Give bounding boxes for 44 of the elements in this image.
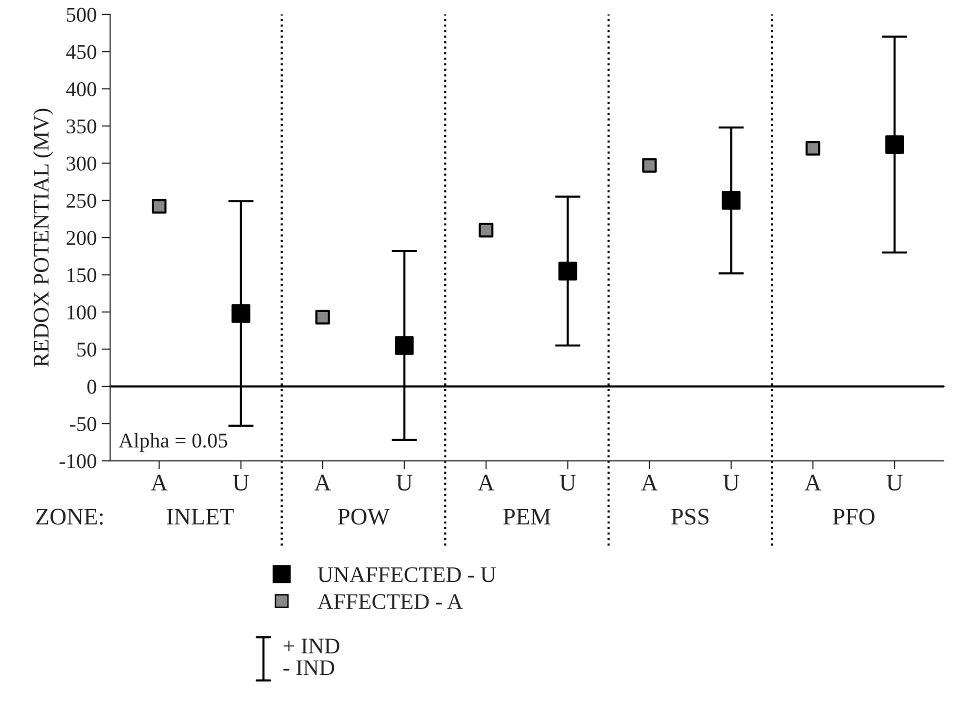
legend-label: AFFECTED - A — [317, 594, 463, 610]
x-tick-label: U — [232, 474, 249, 491]
legend-label: UNAFFECTED - U — [318, 567, 496, 582]
point — [885, 135, 904, 154]
x-tick-label: A — [478, 474, 494, 490]
y-tick-label: 100 — [68, 305, 96, 320]
x-tick-label: A — [150, 474, 168, 490]
y-tick-label: 250 — [66, 194, 96, 208]
x-tick-label: A — [804, 474, 822, 490]
y-tick-label: 200 — [66, 230, 96, 246]
x-tick-label: U — [560, 474, 576, 491]
point — [722, 191, 741, 210]
y-tick-label: 0 — [87, 380, 96, 394]
point — [394, 336, 414, 355]
point — [478, 222, 494, 238]
y-tick-label: -50 — [70, 416, 96, 432]
y-tick-label: 500 — [66, 8, 96, 22]
y-tick-label: 300 — [66, 156, 96, 171]
x-tick-label: U — [396, 474, 412, 491]
x-axis-title: ZONE: — [36, 508, 103, 525]
y-tick-label: 50 — [77, 342, 96, 357]
point — [558, 262, 578, 280]
y-tick-label: 400 — [66, 82, 96, 96]
x-tick-label: U — [886, 474, 903, 491]
point — [642, 158, 657, 173]
text: + IND - IND — [283, 638, 340, 676]
text: POW — [338, 508, 390, 525]
text: PSS — [671, 508, 709, 525]
point — [152, 199, 166, 214]
y-axis-title: REDOX POTENTIAL (MV) — [33, 108, 54, 367]
x-tick-label: A — [314, 474, 331, 490]
x-tick-label: A — [641, 474, 658, 490]
point — [806, 141, 820, 156]
y-tick-label: 150 — [68, 268, 96, 282]
y-tick-label: 350 — [66, 119, 96, 134]
point — [315, 310, 330, 325]
y-tick-label: 450 — [66, 44, 96, 60]
text: PFO — [832, 508, 874, 525]
annotation: Alpha = 0.05 — [118, 432, 228, 452]
text: INLET — [166, 508, 234, 524]
x-tick-label: U — [723, 474, 740, 491]
text: PEM — [503, 508, 550, 524]
y-tick-label: -100 — [60, 454, 96, 468]
point — [232, 304, 250, 323]
